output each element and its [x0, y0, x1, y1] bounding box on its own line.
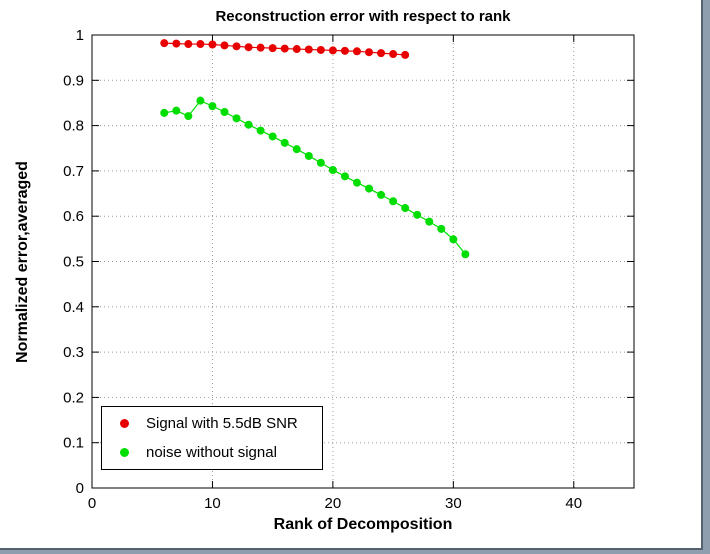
series-point [256, 43, 265, 52]
series-point [304, 45, 313, 54]
series-point [401, 50, 410, 59]
series-point [377, 190, 386, 199]
series-point [208, 102, 217, 111]
series-point [244, 120, 253, 129]
y-tick-label: 0.7 [63, 163, 84, 180]
series-point [389, 197, 398, 206]
series-point [208, 40, 217, 49]
series-point [304, 151, 313, 160]
legend-marker [102, 448, 146, 457]
series-point [280, 44, 289, 53]
series-point [160, 108, 169, 117]
y-tick-label: 0.2 [63, 389, 84, 406]
green-dot-icon [119, 448, 129, 457]
legend-item-signal: Signal with 5.5dB SNR [102, 412, 322, 436]
series-point [328, 165, 337, 174]
series-point [316, 158, 325, 167]
series-point [196, 96, 205, 105]
series-point [280, 138, 289, 147]
series-point [220, 41, 229, 50]
red-dot-icon [119, 419, 129, 428]
series-point [196, 40, 205, 49]
series-point [328, 46, 337, 55]
series-point [184, 112, 193, 121]
series-point [184, 40, 193, 49]
series-point [340, 172, 349, 181]
series-point [352, 178, 361, 187]
series-point [172, 39, 181, 48]
series-point [449, 235, 458, 244]
legend-label: Signal with 5.5dB SNR [146, 415, 298, 432]
legend-marker [102, 419, 146, 428]
series-point [365, 48, 374, 57]
series-point [340, 46, 349, 55]
y-tick-label: 0.4 [63, 299, 84, 316]
series-point [232, 114, 241, 123]
chart-title: Reconstruction error with respect to ran… [215, 8, 511, 25]
series-point [292, 145, 301, 154]
series-point [220, 108, 229, 117]
series-point [461, 250, 470, 259]
plot-area: 0 10 20 30 40 0 0.1 0.2 0.3 0.4 0.5 0.6 0.7 0.8 0.9 1 [63, 27, 635, 512]
x-tick-label: 40 [565, 495, 582, 512]
y-tick-label: 1 [76, 27, 84, 44]
series-point [377, 49, 386, 58]
series-point [437, 224, 446, 233]
y-tick-label: 0.9 [63, 72, 84, 89]
series-point [244, 43, 253, 52]
x-tick-label: 0 [88, 495, 96, 512]
x-tick-label: 10 [204, 495, 221, 512]
legend-item-noise: noise without signal [102, 441, 322, 465]
legend: Signal with 5.5dB SNR noise without sign… [101, 406, 323, 470]
series-point [292, 45, 301, 54]
series-point [268, 44, 277, 53]
x-axis-label: Rank of Decomposition [273, 516, 453, 533]
legend-label: noise without signal [146, 444, 277, 461]
series-point [232, 42, 241, 51]
series-point [425, 217, 434, 226]
series-point [401, 204, 410, 213]
y-axis-label: Normalized error,averaged [14, 161, 31, 363]
series-point [268, 132, 277, 141]
y-tick-label: 0.8 [63, 118, 84, 135]
series-line-1 [164, 99, 466, 255]
y-tick-label: 0 [76, 480, 84, 497]
series-point [316, 45, 325, 54]
series-point [352, 47, 361, 56]
y-tick-label: 0.3 [63, 344, 84, 361]
y-tick-label: 0.5 [63, 254, 84, 271]
series-point [389, 50, 398, 59]
series-point [365, 184, 374, 193]
x-tick-label: 30 [445, 495, 462, 512]
y-tick-label: 0.1 [63, 435, 84, 452]
series-point [160, 39, 169, 48]
y-tick-label: 0.6 [63, 208, 84, 225]
x-tick-label: 20 [325, 495, 342, 512]
series-point [256, 126, 265, 135]
series-point [413, 210, 422, 219]
series-point [172, 106, 181, 115]
